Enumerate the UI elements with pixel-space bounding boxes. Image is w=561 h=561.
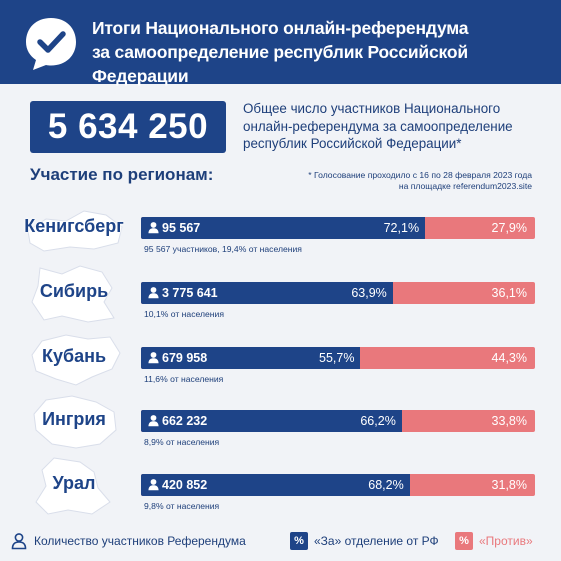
bar-segment-for (141, 410, 402, 432)
participants-count: 679 958 (147, 347, 207, 369)
legend-against-swatch: % (455, 532, 473, 550)
region-name: Кубань (41, 346, 107, 366)
data-label-against: 44,3% (491, 351, 527, 365)
total-participants-description: Общее число участников Национального онл… (243, 101, 513, 151)
bar-segment-for (141, 347, 361, 369)
total-participants-value: 5 634 250 (30, 101, 226, 153)
participants-count-value: 679 958 (162, 351, 208, 365)
legend-for-swatch: % (290, 532, 308, 550)
region-name: Ингрия (42, 409, 106, 429)
participants-count-value: 95 567 (162, 221, 201, 235)
person-icon (11, 533, 27, 550)
region-map-shape (33, 395, 117, 449)
region-bar: 662 232 66,2% 33,8% (141, 410, 535, 432)
participants-count: 662 232 (147, 410, 207, 432)
legend-participants-label: Количество участников Референдума (34, 534, 246, 548)
region-bar: 679 958 55,7% 44,3% (141, 347, 535, 369)
region-bar: 3 775 641 63,9% 36,1% (141, 282, 535, 304)
bar-segment-for (141, 474, 410, 496)
population-note: 9,8% от населения (144, 501, 220, 511)
participants-count: 3 775 641 (147, 282, 218, 304)
footnote: * Голосование проходило с 16 по 28 февра… (308, 170, 532, 191)
data-label-against: 36,1% (491, 286, 527, 300)
region-bar: 420 852 68,2% 31,8% (141, 474, 535, 496)
participants-count-value: 3 775 641 (162, 286, 218, 300)
population-note: 95 567 участников, 19,4% от населения (144, 244, 302, 254)
legend-against: % «Против» (455, 532, 533, 550)
legend-participants: Количество участников Референдума (10, 532, 246, 550)
region-bar: 95 567 72,1% 27,9% (141, 217, 535, 239)
region-name: Урал (52, 473, 96, 493)
legend-against-label: «Против» (479, 534, 533, 548)
data-label-for: 55,7% (319, 351, 355, 365)
region-map-shape (31, 265, 115, 323)
region-map-shape (35, 457, 111, 515)
participants-count-value: 420 852 (162, 478, 208, 492)
region-name: Кенигсберг (24, 216, 124, 236)
header-banner: Итоги Национального онлайн-референдума з… (0, 0, 561, 86)
participants-count: 420 852 (147, 474, 207, 496)
region-map-shape (27, 210, 123, 252)
legend-for: % «За» отделение от РФ (290, 532, 439, 550)
data-label-for: 63,9% (351, 286, 387, 300)
data-label-for: 68,2% (368, 478, 404, 492)
data-label-against: 27,9% (491, 221, 527, 235)
population-note: 8,9% от населения (144, 437, 220, 447)
participants-count: 95 567 (147, 217, 200, 239)
region-map-shape (31, 334, 121, 386)
data-label-against: 33,8% (491, 414, 527, 428)
data-label-for: 72,1% (383, 221, 420, 235)
population-note: 10,1% от населения (144, 309, 224, 319)
bar-segment-for (141, 282, 393, 304)
checkmark-speech-bubble-icon (26, 18, 76, 70)
page-title: Итоги Национального онлайн-референдума з… (92, 16, 552, 88)
title-line-2: за самоопределение республик Российской … (92, 42, 468, 86)
data-label-for: 66,2% (360, 414, 396, 428)
legend-for-label: «За» отделение от РФ (314, 534, 439, 548)
region-name: Сибирь (39, 281, 109, 301)
bar-segment-for (141, 217, 426, 239)
participants-count-value: 662 232 (162, 414, 208, 428)
title-line-1: Итоги Национального онлайн-референдума (92, 18, 469, 38)
population-note: 11,6% от населения (144, 374, 224, 384)
section-title: Участие по регионам: (30, 165, 214, 184)
data-label-against: 31,8% (491, 478, 527, 492)
